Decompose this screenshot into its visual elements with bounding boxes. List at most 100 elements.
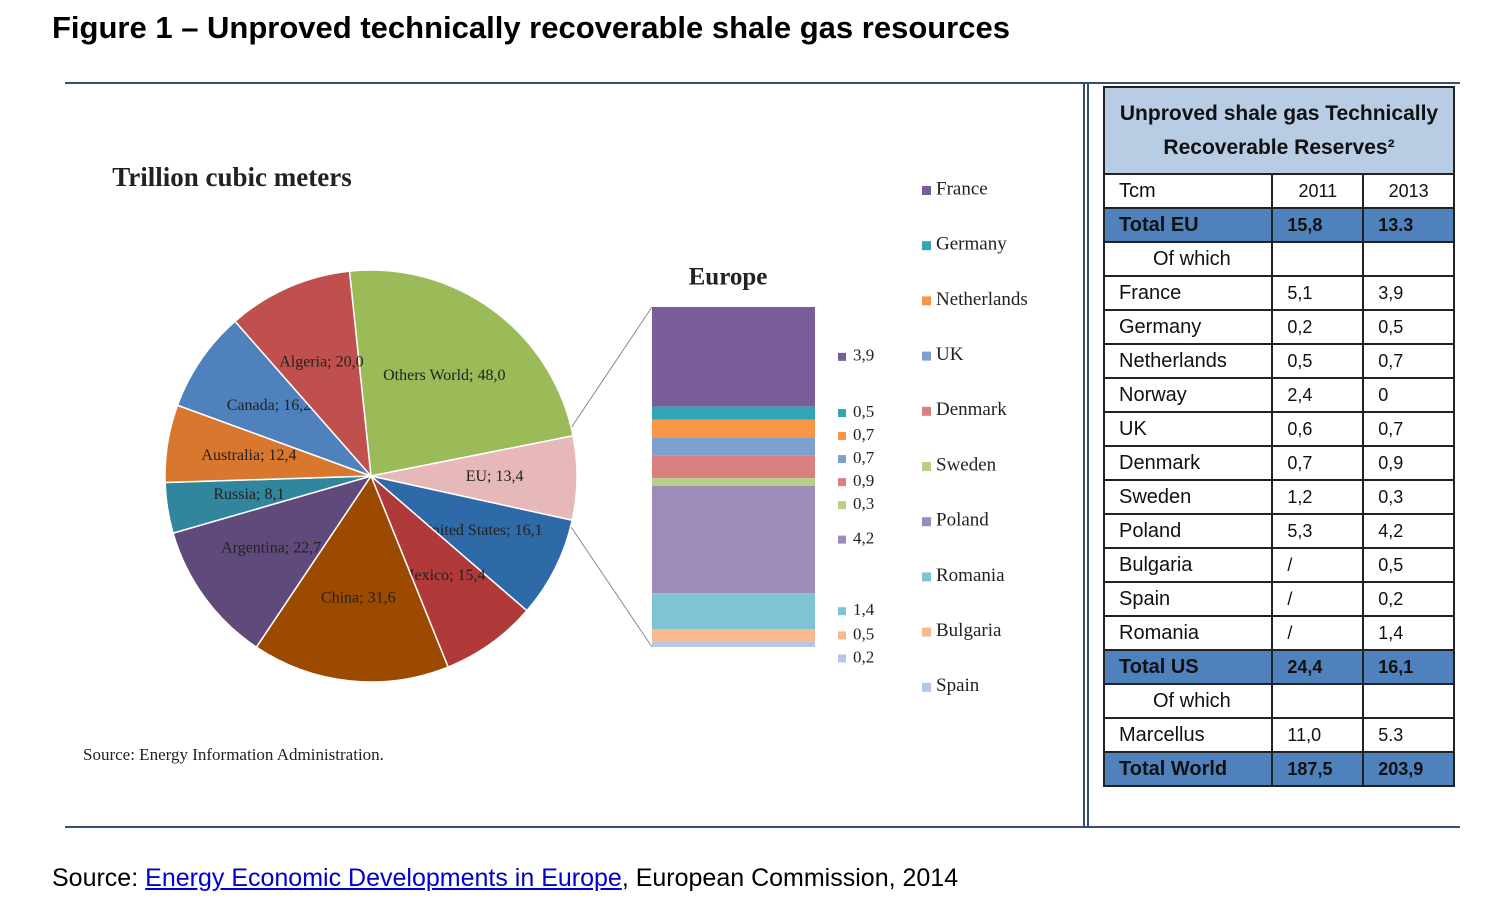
pie-slice	[370, 475, 528, 669]
segment-label: 0,5	[853, 624, 874, 643]
column-header: Tcm	[1102, 173, 1274, 209]
legend-swatch	[922, 462, 931, 471]
table-label: Poland	[1102, 513, 1274, 549]
table-value: /	[1271, 547, 1365, 583]
table-row: Spain/0,2	[1102, 581, 1455, 617]
bar-segment	[652, 641, 815, 647]
table-value: 1,2	[1271, 479, 1365, 515]
table-label: Marcellus	[1102, 717, 1274, 753]
legend-swatch	[922, 572, 931, 582]
table-row: Poland 5,3 4,2	[1102, 513, 1455, 549]
table-row: Norway 2,4 0	[1102, 377, 1455, 413]
legend-label: Bulgaria	[936, 620, 1002, 641]
table-label: Of which	[1102, 241, 1274, 277]
legend-label: Poland	[936, 510, 989, 531]
table-label: Total World	[1102, 751, 1274, 787]
slice-label: United States; 16,1	[420, 522, 542, 539]
table-value: 24,4	[1271, 649, 1365, 685]
bar-segment	[652, 307, 815, 407]
table-label: Netherlands	[1102, 343, 1274, 379]
table-label: UK	[1102, 411, 1274, 447]
table-value: 0,2	[1271, 309, 1365, 345]
table-value: 15,8	[1271, 207, 1365, 243]
table-row: Bulgaria/0,5	[1102, 547, 1455, 583]
segment-label: 0,3	[853, 494, 874, 513]
table-label: Norway	[1102, 377, 1274, 413]
table-label: Total US	[1102, 649, 1274, 685]
legend-label: Germany	[936, 234, 1007, 255]
label-swatch	[838, 535, 846, 544]
legend-label: Netherlands	[936, 289, 1028, 310]
table-value: 16,1	[1362, 649, 1455, 685]
slice-label: EU; 13,4	[466, 468, 524, 485]
table-row: Of which	[1102, 683, 1455, 719]
table-empty-cell	[1271, 241, 1365, 277]
table-value: 3,9	[1362, 275, 1455, 311]
source-link[interactable]: Energy Economic Developments in Europe	[145, 864, 622, 892]
segment-label: 0,7	[853, 425, 875, 444]
slice-label: Algeria; 20,0	[279, 353, 363, 370]
pie-slice	[255, 474, 450, 683]
segment-label: 4,2	[853, 529, 874, 548]
table-row: Total World 187,5 203,9	[1102, 751, 1455, 787]
source-prefix: Source:	[52, 864, 139, 892]
table-value: 2,4	[1271, 377, 1365, 413]
segment-label: 0,7	[853, 448, 875, 467]
table-label: Sweden	[1102, 479, 1274, 515]
table-value: 0,5	[1362, 547, 1455, 583]
pie-slice	[172, 474, 373, 649]
table-value: 0,7	[1362, 411, 1455, 447]
table-row: France 5,1 3,9	[1102, 275, 1455, 311]
table-header-row: Tcm 2011 2013	[1102, 173, 1455, 209]
slice-label: China; 31,6	[321, 590, 396, 607]
legend-swatch	[922, 406, 931, 416]
legend-swatch	[922, 682, 931, 692]
slice-label: Argentina; 22,7	[221, 540, 321, 557]
table-label: Spain	[1102, 581, 1274, 617]
legend-label: UK	[936, 344, 964, 365]
connector	[564, 517, 653, 648]
bar-segment	[652, 485, 815, 594]
chart-source: Source: Energy Information Administratio…	[83, 745, 384, 764]
source-line: Source: Energy Economic Developments in E…	[52, 864, 958, 893]
table-row: Marcellus 11,0 5.3	[1102, 717, 1455, 753]
label-swatch	[838, 631, 846, 640]
table-label: Denmark	[1102, 445, 1274, 481]
label-swatch	[838, 455, 846, 464]
table-row: Netherlands 0,5 0,7	[1102, 343, 1455, 379]
slice-label: Mexico; 15,4	[400, 567, 485, 584]
table-value: 5,3	[1271, 513, 1365, 549]
bar-segment	[652, 455, 815, 479]
table-value: 0,5	[1271, 343, 1365, 379]
legend-label: Spain	[936, 675, 980, 696]
slice-label: Australia; 12,4	[201, 447, 296, 464]
legend-label: Romania	[936, 565, 1005, 586]
table-value: 5.3	[1362, 717, 1455, 753]
pie-title: Trillion cubic meters	[112, 162, 351, 192]
pie-slice	[233, 270, 372, 479]
table-empty-cell	[1362, 241, 1455, 277]
table-label: Of which	[1102, 683, 1274, 719]
pie-slice	[370, 475, 574, 612]
bar-segment	[652, 593, 815, 630]
table-row: UK 0,6 0,7	[1102, 411, 1455, 447]
label-swatch	[838, 501, 846, 510]
segment-label: 0,2	[853, 647, 874, 666]
legend-label: Sweden	[936, 454, 997, 475]
legend-swatch	[922, 241, 931, 251]
table-value: 13.3	[1362, 207, 1455, 243]
table-value: 0,7	[1271, 445, 1365, 481]
table-value: 0,9	[1362, 445, 1455, 481]
table-label: Germany	[1102, 309, 1274, 345]
source-suffix: , European Commission, 2014	[621, 864, 959, 892]
table-row: Sweden 1,2 0,3	[1102, 479, 1455, 515]
bar-segment	[652, 419, 815, 438]
table-label: Bulgaria	[1102, 547, 1274, 583]
segment-label: 0,9	[853, 471, 874, 490]
legend-swatch	[922, 517, 931, 527]
table-value: 203,9	[1362, 751, 1455, 787]
segment-label: 1,4	[853, 600, 875, 619]
connector	[564, 306, 653, 438]
bar-title: Europe	[689, 264, 768, 291]
